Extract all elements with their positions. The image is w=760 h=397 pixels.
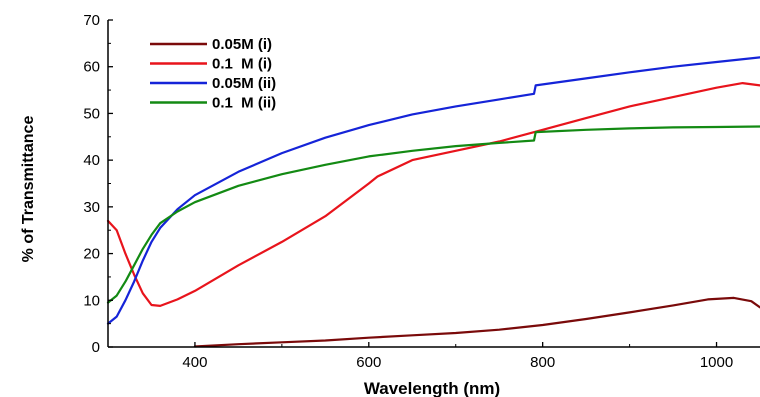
legend: 0.05M (i) 0.1 M (i) 0.05M (ii) 0.1 M (ii) — [150, 36, 276, 112]
legend-label-3: 0.05M (ii) — [212, 75, 276, 92]
legend-label-2: 0.1 M (i) — [212, 56, 272, 73]
y-tick-label: 40 — [83, 152, 100, 169]
y-tick-label: 10 — [83, 292, 100, 309]
y-tick-label: 20 — [83, 246, 100, 263]
plot-area — [106, 56, 760, 348]
x-tick-label: 400 — [182, 354, 207, 371]
axes: 0 10 20 30 40 50 60 70 400 600 800 1000 — [83, 12, 760, 371]
series-line-1 — [193, 296, 760, 348]
x-tick-label: 600 — [356, 354, 381, 371]
legend-label-1: 0.05M (i) — [212, 36, 272, 53]
x-tick-label: 1000 — [700, 354, 733, 371]
series-line-3 — [106, 56, 760, 325]
y-tick-label: 30 — [83, 199, 100, 216]
series-line-2 — [106, 82, 760, 307]
x-axis-title: Wavelength (nm) — [364, 379, 500, 397]
x-tick-label: 800 — [530, 354, 555, 371]
y-tick-label: 50 — [83, 105, 100, 122]
series-line-4 — [106, 125, 760, 304]
y-axis-title: % of Transmittance — [20, 116, 37, 263]
y-tick-label: 60 — [83, 59, 100, 76]
y-tick-label: 0 — [92, 339, 100, 356]
y-tick-label: 70 — [83, 12, 100, 29]
legend-label-4: 0.1 M (ii) — [212, 95, 276, 112]
